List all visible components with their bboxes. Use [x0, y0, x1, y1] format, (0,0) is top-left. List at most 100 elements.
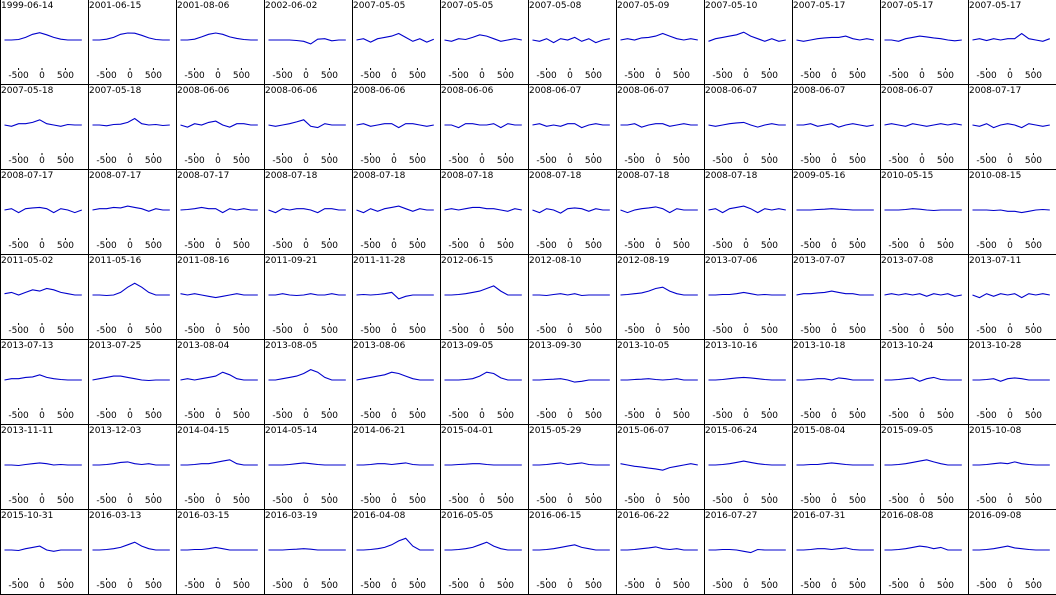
x-tick-label: 0 — [655, 326, 661, 336]
panel: 2013-10-18 -500 0 500 — [793, 340, 880, 424]
x-tick-label: -500 — [184, 496, 205, 506]
x-tick-label: 500 — [321, 156, 338, 166]
x-tick-label: 500 — [409, 156, 426, 166]
panel: 2016-07-27 -500 0 500 — [705, 510, 792, 594]
panel-title: 2009-05-16 — [793, 171, 846, 181]
panel: 2007-05-17 -500 0 500 — [969, 0, 1056, 84]
panel-title: 2013-08-05 — [265, 341, 317, 351]
panel-bg — [441, 425, 528, 509]
panel-bg — [89, 170, 176, 254]
x-tick-label: -500 — [976, 156, 997, 166]
x-tick-label: -500 — [888, 71, 909, 81]
series-line — [796, 208, 874, 211]
x-tick-label: 0 — [831, 71, 837, 81]
x-tick-label: 500 — [761, 156, 778, 166]
x-tick-label: 500 — [233, 581, 250, 591]
panel-bg — [177, 0, 264, 84]
panel-bg — [881, 510, 968, 594]
panel: 2016-06-15 -500 0 500 — [529, 510, 616, 594]
series-line — [708, 121, 786, 128]
panel-title: 2016-03-19 — [265, 511, 318, 521]
x-tick-label: 500 — [585, 326, 602, 336]
panel: 2016-07-31 -500 0 500 — [793, 510, 880, 594]
panel: 2007-05-05 -500 0 500 — [353, 0, 440, 84]
panel: 2011-05-02 -500 0 500 — [1, 255, 88, 339]
panel: 2008-06-06 -500 0 500 — [441, 85, 528, 169]
series-line — [180, 459, 258, 466]
panel-title: 2001-08-06 — [177, 1, 230, 11]
series-line — [884, 208, 962, 212]
panel-title: 2007-05-05 — [353, 1, 405, 11]
x-tick-label: 500 — [849, 496, 866, 506]
panel-bg — [529, 510, 616, 594]
x-tick-label: -500 — [272, 411, 293, 421]
x-tick-label: 500 — [497, 496, 514, 506]
panel-title: 2016-03-13 — [89, 511, 141, 521]
panel: 2008-07-18 -500 0 500 — [617, 170, 704, 254]
panel: 2015-05-29 -500 0 500 — [529, 425, 616, 509]
panel-title: 2013-07-08 — [881, 256, 934, 266]
panel-title: 2014-04-15 — [177, 426, 229, 436]
panel: 2016-03-15 -500 0 500 — [177, 510, 264, 594]
x-tick-label: -500 — [448, 326, 469, 336]
x-tick-label: -500 — [272, 496, 293, 506]
panel-title: 2014-05-14 — [265, 426, 318, 436]
panel: 2016-03-13 -500 0 500 — [89, 510, 176, 594]
panel-bg — [705, 0, 792, 84]
panel: 2008-07-18 -500 0 500 — [705, 170, 792, 254]
x-tick-label: -500 — [272, 326, 293, 336]
x-tick-label: 0 — [831, 496, 837, 506]
x-tick-label: 0 — [479, 411, 485, 421]
x-tick-label: 0 — [391, 326, 397, 336]
series-line — [708, 548, 786, 554]
x-tick-label: 0 — [391, 581, 397, 591]
x-tick-label: -500 — [184, 156, 205, 166]
series-line — [444, 123, 522, 129]
panel: 2008-07-18 -500 0 500 — [441, 170, 528, 254]
panel-title: 2015-04-01 — [441, 426, 493, 436]
x-tick-label: 500 — [1025, 411, 1042, 421]
panel-bg — [1, 510, 88, 594]
panel: 2015-08-04 -500 0 500 — [793, 425, 880, 509]
x-tick-label: 0 — [303, 496, 309, 506]
panel-title: 2007-05-10 — [705, 1, 758, 11]
x-tick-label: -500 — [272, 241, 293, 251]
panel-title: 2008-06-07 — [617, 86, 669, 96]
panel-bg — [441, 170, 528, 254]
x-tick-label: 500 — [409, 241, 426, 251]
series-line — [92, 541, 170, 551]
panel-bg — [265, 255, 352, 339]
panel-bg — [617, 0, 704, 84]
series-line — [796, 462, 874, 466]
panel-bg — [617, 340, 704, 424]
series-line — [972, 377, 1050, 382]
x-tick-label: 0 — [919, 411, 925, 421]
series-line — [4, 287, 82, 296]
panel-title: 2008-06-07 — [529, 86, 581, 96]
panel: 2013-08-05 -500 0 500 — [265, 340, 352, 424]
panel-bg — [881, 85, 968, 169]
series-line — [180, 120, 258, 128]
x-tick-label: 0 — [1007, 496, 1013, 506]
x-tick-label: 500 — [849, 326, 866, 336]
series-line — [972, 32, 1050, 42]
x-tick-label: 0 — [655, 496, 661, 506]
panel-bg — [353, 170, 440, 254]
series-line — [796, 123, 874, 128]
panel-bg — [705, 425, 792, 509]
panel-title: 2013-08-06 — [353, 341, 406, 351]
panel-bg — [705, 170, 792, 254]
series-line — [356, 291, 434, 300]
x-tick-label: 0 — [743, 71, 749, 81]
x-tick-label: 500 — [937, 496, 954, 506]
panel-title: 2013-07-13 — [1, 341, 53, 351]
panel: 2002-06-02 -500 0 500 — [265, 0, 352, 84]
x-tick-label: 500 — [233, 411, 250, 421]
x-tick-label: 0 — [39, 241, 45, 251]
x-tick-label: -500 — [888, 241, 909, 251]
panel: 2012-08-10 -500 0 500 — [529, 255, 616, 339]
panel-bg — [353, 425, 440, 509]
x-tick-label: 500 — [233, 71, 250, 81]
panel: 2008-06-06 -500 0 500 — [353, 85, 440, 169]
x-tick-label: 500 — [585, 241, 602, 251]
